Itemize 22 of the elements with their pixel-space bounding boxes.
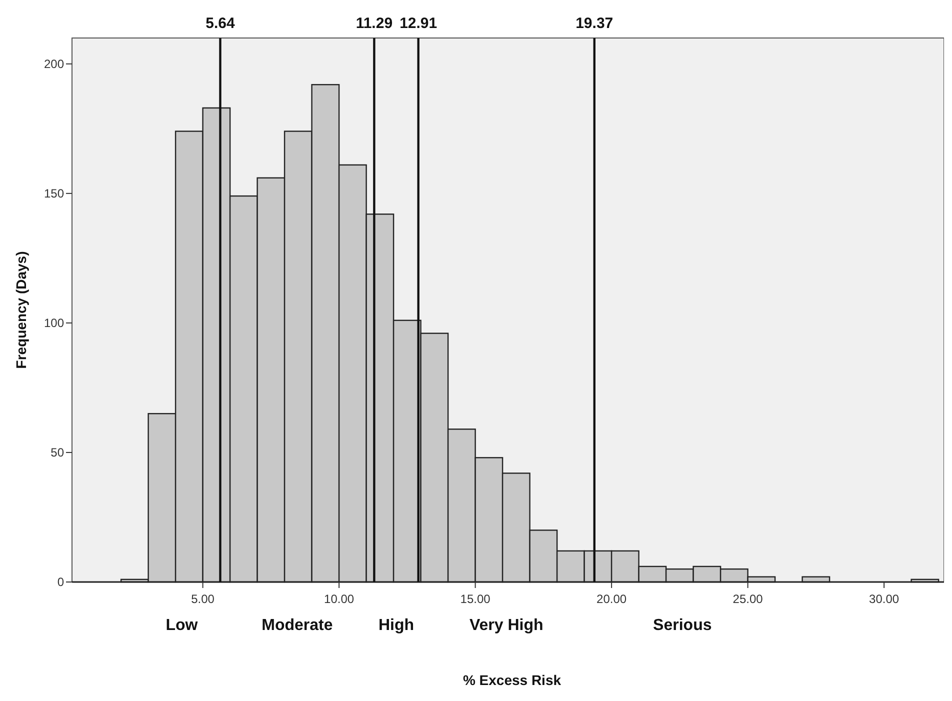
x-tick-label: 5.00 — [191, 592, 215, 606]
text: Very High — [469, 617, 544, 634]
x-tick-label: 30.00 — [869, 592, 900, 606]
x-tick-label: 25.00 — [732, 592, 764, 606]
y-axis-title: Frequency (Days) — [13, 251, 29, 369]
x-tick-label: 10.00 — [324, 592, 354, 606]
x-axis-title: % Excess Risk — [462, 672, 562, 688]
x-tick-label: 15.00 — [460, 592, 491, 606]
y-tick-label: 200 — [44, 57, 64, 72]
y-tick-label: 150 — [44, 186, 64, 201]
ref-line-label: 5.64 — [206, 15, 236, 32]
text: Serious — [653, 617, 712, 634]
y-tick-label: 50 — [50, 446, 64, 460]
ref-line-label: 11.29 — [356, 15, 393, 32]
text: High — [378, 617, 414, 634]
y-tick-label: 0 — [57, 575, 64, 590]
text: Moderate — [262, 617, 333, 634]
text: Low — [166, 617, 198, 634]
ref-line-label: 19.37 — [576, 15, 614, 32]
y-tick-label: 100 — [44, 316, 64, 330]
x-tick-label: 20.00 — [596, 592, 627, 606]
ref-line-label: 12.91 — [400, 15, 438, 32]
